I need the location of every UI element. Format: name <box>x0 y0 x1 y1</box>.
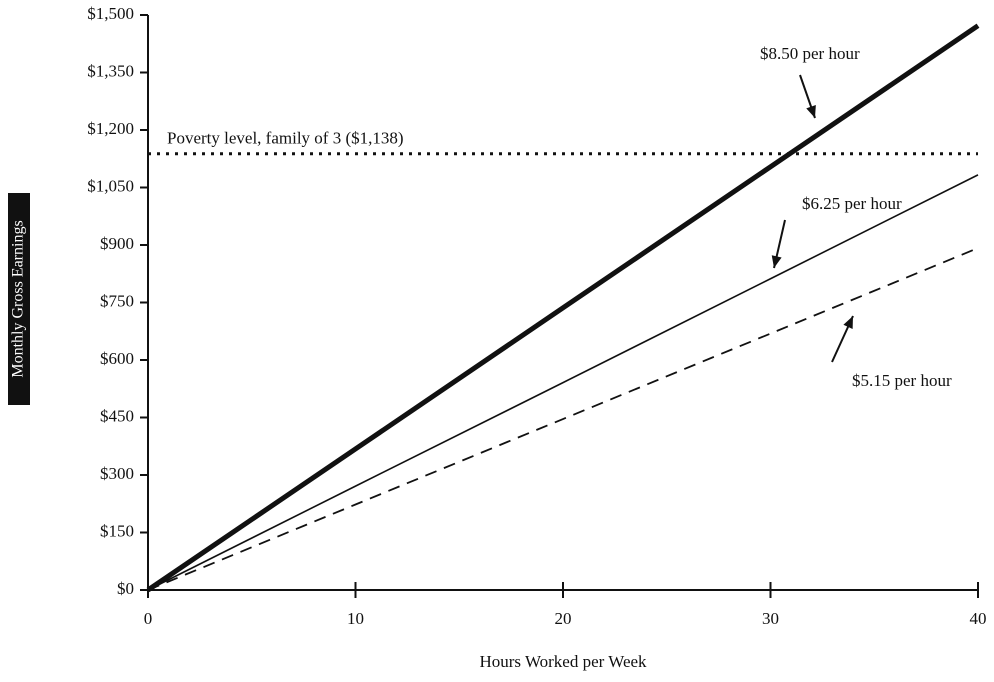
x-tick-label: 10 <box>347 609 364 628</box>
y-tick-label: $1,050 <box>87 176 134 195</box>
arrow-head <box>843 316 853 329</box>
x-tick-label: 40 <box>970 609 987 628</box>
y-tick-label: $600 <box>100 349 134 368</box>
y-tick-label: $900 <box>100 234 134 253</box>
poverty-label: Poverty level, family of 3 ($1,138) <box>167 129 404 148</box>
y-tick-label: $300 <box>100 464 134 483</box>
line-series <box>147 247 979 591</box>
x-axis-title: Hours Worked per Week <box>479 652 647 671</box>
arrow-head <box>806 105 816 118</box>
x-tick-label: 30 <box>762 609 779 628</box>
x-tick-label: 0 <box>144 609 153 628</box>
line-series <box>147 174 979 591</box>
y-tick-label: $750 <box>100 291 134 310</box>
series-label: $5.15 per hour <box>852 371 952 390</box>
y-tick-label: $1,500 <box>87 4 134 23</box>
y-tick-label: $1,350 <box>87 61 134 80</box>
series-label: $6.25 per hour <box>802 194 902 213</box>
y-tick-label: $0 <box>117 579 134 598</box>
x-tick-label: 20 <box>555 609 572 628</box>
series-label: $8.50 per hour <box>760 44 860 63</box>
y-tick-label: $150 <box>100 521 134 540</box>
y-tick-label: $450 <box>100 406 134 425</box>
y-axis-title: Monthly Gross Earnings <box>10 220 27 377</box>
arrow-head <box>771 255 782 268</box>
y-axis-title-bg <box>8 193 30 405</box>
y-tick-label: $1,200 <box>87 119 134 138</box>
line-series <box>146 23 980 593</box>
